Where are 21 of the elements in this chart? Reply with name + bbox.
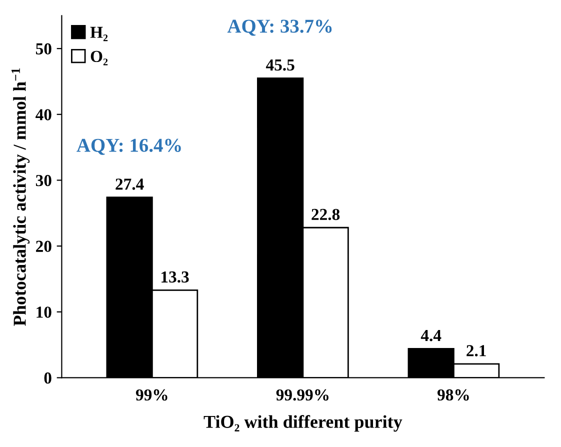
x-tick-label: 99.99%: [276, 389, 328, 401]
y-tick-label: 20: [36, 240, 52, 252]
data-label: 27.4: [116, 178, 144, 190]
x-tick-label: 98%: [438, 389, 469, 401]
x-tick-label: 99%: [136, 389, 168, 401]
x-axis-title: TiO₂ with different purity: [204, 415, 402, 432]
y-tick-label: 0: [44, 372, 52, 384]
y-axis-title: Photocatalytic activity / mmol h$^{−1}$: [12, 68, 30, 326]
y-tick-label: 40: [36, 109, 52, 120]
legend-label: H₂: [90, 26, 108, 42]
y-tick-label: 10: [36, 306, 52, 318]
legend-label: O₂: [90, 50, 108, 66]
data-label: 22.8: [312, 208, 340, 220]
annotation: AQY: 33.7%: [227, 20, 332, 36]
data-label: 4.4: [420, 330, 442, 342]
data-label: 13.3: [162, 271, 189, 283]
data-label: 2.1: [466, 345, 486, 356]
annotation: AQY: 16.4%: [76, 138, 181, 155]
y-tick-label: 30: [36, 174, 52, 186]
y-tick-label: 50: [36, 43, 52, 55]
data-label: 45.5: [266, 59, 294, 71]
